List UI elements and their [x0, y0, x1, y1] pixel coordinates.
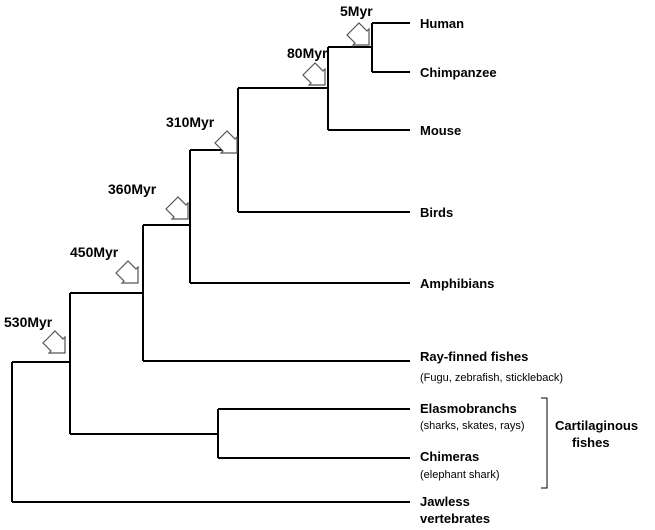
taxon-elasmobranchs: Elasmobranchs: [420, 401, 517, 416]
hollow-arrow-icon: [346, 22, 370, 46]
taxon-human: Human: [420, 16, 464, 31]
hollow-arrow-icon: [42, 330, 66, 354]
hollow-arrow-icon: [302, 62, 326, 86]
divergence-time-labels: 5Myr 80Myr 310Myr 360Myr 450Myr 530Myr: [4, 3, 373, 330]
taxon-chimeras-examples: (elephant shark): [420, 469, 500, 481]
taxon-birds: Birds: [420, 205, 453, 220]
group-bracket: [541, 397, 548, 489]
taxon-jawless-line1: Jawless: [420, 494, 470, 509]
taxon-mouse: Mouse: [420, 123, 461, 138]
tree-branches: [11, 22, 410, 503]
time-label-360myr: 360Myr: [108, 181, 157, 197]
hollow-arrow-icon: [115, 260, 139, 284]
hollow-arrow-icon: [165, 196, 189, 220]
taxon-jawless-line2: vertebrates: [420, 511, 490, 526]
taxon-elasmobranchs-examples: (sharks, skates, rays): [420, 420, 525, 432]
group-label-line2: fishes: [572, 435, 610, 450]
time-label-450myr: 450Myr: [70, 244, 119, 260]
divergence-markers: [42, 22, 370, 354]
taxon-amphibians: Amphibians: [420, 276, 494, 291]
time-label-5myr: 5Myr: [340, 3, 373, 19]
time-label-530myr: 530Myr: [4, 314, 53, 330]
taxon-ray-finned-examples: (Fugu, zebrafish, stickleback): [420, 372, 563, 384]
time-label-80myr: 80Myr: [287, 45, 328, 61]
group-label-line1: Cartilaginous: [555, 418, 638, 433]
cartilaginous-bracket: Cartilaginous fishes: [541, 397, 638, 489]
taxon-ray-finned-fishes: Ray-finned fishes: [420, 349, 528, 364]
taxon-labels: Human Chimpanzee Mouse Birds Amphibians …: [420, 16, 563, 526]
taxon-chimpanzee: Chimpanzee: [420, 65, 497, 80]
time-label-310myr: 310Myr: [166, 114, 215, 130]
taxon-chimeras: Chimeras: [420, 449, 479, 464]
